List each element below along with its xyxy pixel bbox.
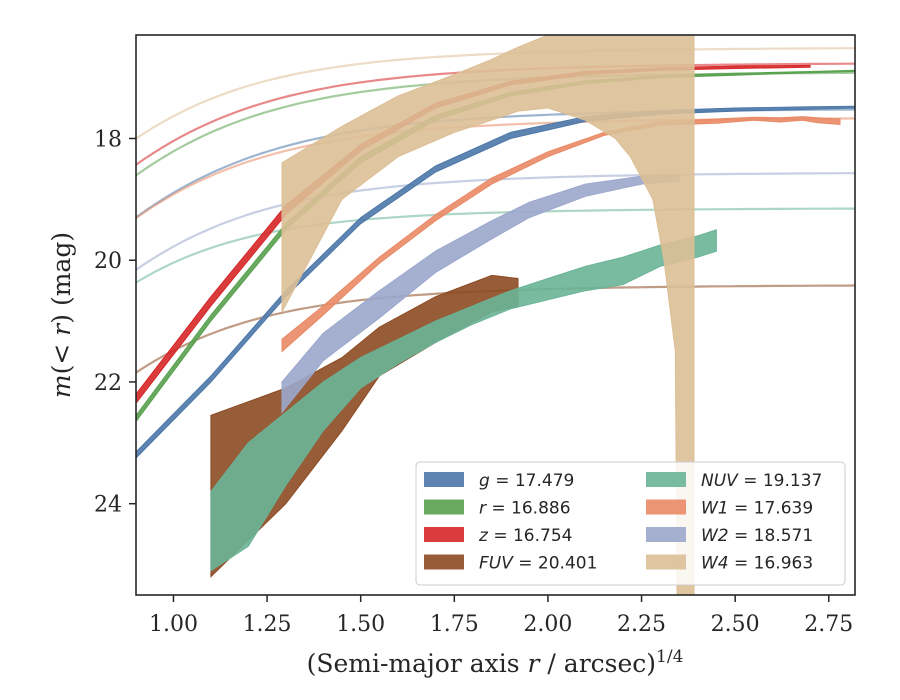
- legend-swatch-nuv: [646, 472, 686, 487]
- x-tick-label: 2.00: [523, 612, 572, 637]
- legend-swatch-w2: [646, 527, 686, 542]
- legend-label-z: z = 16.754: [478, 526, 572, 546]
- y-tick-label: 20: [94, 249, 122, 274]
- legend-label-w2: W2 = 18.571: [701, 526, 813, 546]
- x-tick-label: 1.50: [336, 612, 385, 637]
- legend-label-w1: W1 = 17.639: [701, 499, 813, 519]
- legend-label-nuv: NUV = 19.137: [701, 471, 822, 491]
- legend-label-g: g = 17.479: [479, 471, 574, 491]
- legend-swatch-z: [424, 527, 464, 542]
- band-w1: [281, 116, 841, 353]
- x-axis-ticks: 1.00 1.25 1.50 1.75 2.00 2.25 2.50 2.75: [149, 595, 853, 637]
- legend-label-w4: W4 = 16.963: [701, 554, 813, 574]
- y-tick-label: 22: [94, 371, 122, 396]
- legend-swatch-r: [424, 499, 464, 515]
- x-tick-label: 2.75: [804, 612, 853, 637]
- model-curve-nuv: [136, 207, 855, 284]
- band-w4: [281, 35, 695, 595]
- x-tick-label: 2.50: [711, 612, 760, 637]
- plot-frame: [135, 34, 856, 596]
- model-curve-w1: [136, 117, 855, 220]
- band-g: [136, 105, 855, 459]
- legend-swatch-w4: [646, 554, 686, 570]
- legend-label-fuv: FUV = 20.401: [479, 554, 597, 574]
- x-tick-label: 2.25: [617, 612, 666, 637]
- model-curve-w4: [136, 47, 855, 140]
- legend-frame: [415, 461, 846, 586]
- y-tick-label: 24: [94, 493, 122, 518]
- x-tick-label: 1.75: [430, 612, 479, 637]
- legend-swatch-w1: [646, 499, 686, 515]
- x-tick-label: 1.25: [243, 612, 292, 637]
- data-bands: [136, 35, 855, 595]
- x-axis-label: (Semi-major axis r / arcsec)1/4: [307, 647, 684, 678]
- y-axis-ticks: 18 20 22 24: [94, 127, 136, 518]
- legend: g = 17.479 r = 16.886 z = 16.754 FUV = 20.4…: [415, 461, 846, 586]
- y-axis-label: m(< r) (mag): [47, 232, 76, 398]
- band-r: [136, 69, 855, 423]
- legend-label-r: r = 16.886: [479, 499, 571, 519]
- y-tick-label: 18: [94, 127, 122, 152]
- legend-swatch-g: [424, 472, 464, 487]
- x-tick-label: 1.00: [149, 612, 198, 637]
- legend-swatch-fuv: [424, 554, 464, 570]
